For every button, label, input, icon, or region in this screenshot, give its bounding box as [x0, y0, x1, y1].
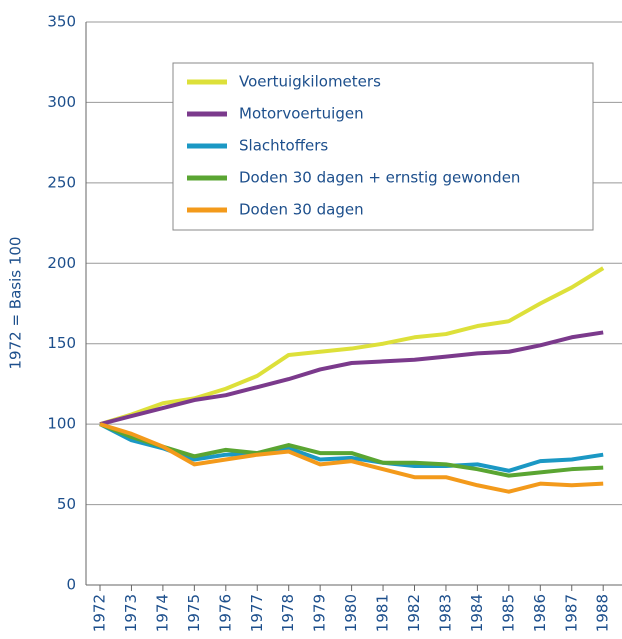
- series-line: [99, 330, 604, 427]
- legend-box: [172, 62, 594, 231]
- x-tick-label: 1974: [153, 594, 171, 632]
- y-tick-label: 200: [47, 254, 76, 272]
- y-tick-label: 150: [47, 334, 76, 352]
- series-line: [99, 422, 604, 494]
- legend-label: Voertuigkilometers: [239, 73, 381, 91]
- y-tick-label: 350: [47, 13, 76, 31]
- series-line: [99, 422, 604, 473]
- series-line: [99, 266, 605, 427]
- y-axis-label: 1972 = Basis 100: [7, 237, 25, 370]
- x-tick-label: 1983: [436, 594, 454, 632]
- x-tick-label: 1977: [248, 594, 266, 632]
- x-tick-label: 1984: [468, 594, 486, 632]
- x-tick-label: 1988: [594, 594, 612, 632]
- y-tick-label: 50: [57, 495, 76, 513]
- x-tick-label: 1986: [531, 594, 549, 632]
- x-tick-label: 1982: [405, 594, 423, 632]
- x-tick-label: 1972: [91, 594, 109, 632]
- x-tick-label: 1985: [499, 594, 517, 632]
- x-tick-label: 1975: [185, 594, 203, 632]
- y-tick-label: 100: [47, 415, 76, 433]
- legend-label: Doden 30 dagen + ernstig gewonden: [239, 169, 520, 187]
- series-line: [99, 422, 604, 478]
- x-tick-label: 1987: [562, 594, 580, 632]
- legend-label: Doden 30 dagen: [239, 201, 364, 219]
- y-tick-label: 250: [47, 173, 76, 191]
- x-tick-label: 1981: [374, 594, 392, 632]
- x-tick-label: 1979: [311, 594, 329, 632]
- x-tick-label: 1978: [279, 594, 297, 632]
- x-tick-label: 1976: [216, 594, 234, 632]
- x-tick-label: 1973: [122, 594, 140, 632]
- legend-label: Motorvoertuigen: [239, 105, 364, 123]
- legend-label: Slachtoffers: [239, 137, 328, 155]
- y-tick-label: 0: [66, 576, 76, 594]
- y-tick-label: 300: [47, 93, 76, 111]
- x-tick-label: 1980: [342, 594, 360, 632]
